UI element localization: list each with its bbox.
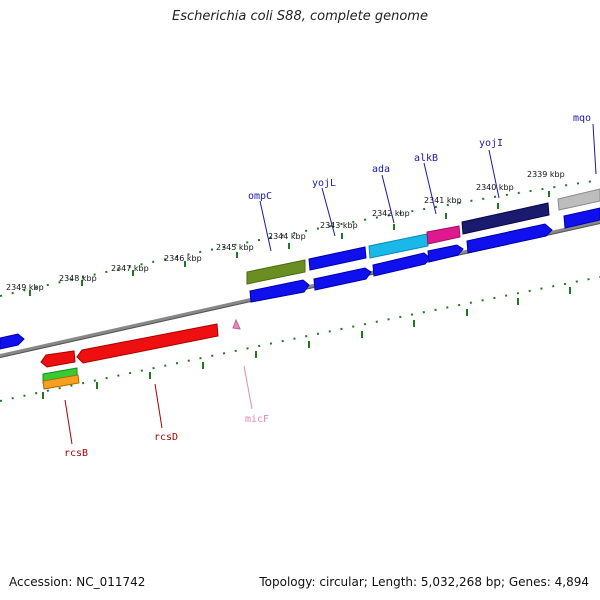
scale-label: 2339 kbp xyxy=(527,170,565,179)
scale-label: 2340 kbp xyxy=(476,183,514,192)
gene-micF[interactable] xyxy=(232,318,241,330)
scale-label: 2343 kbp xyxy=(320,221,358,230)
scale-label: 2344 kbp xyxy=(268,232,306,241)
scale-label: 2347 kbp xyxy=(111,264,149,273)
gene-arrow[interactable] xyxy=(427,244,464,263)
gene-ada[interactable] xyxy=(368,233,429,259)
gene-label-yojL: yojL xyxy=(312,178,336,189)
gene-label-rcsD: rcsD xyxy=(154,432,178,443)
gene-alkB[interactable] xyxy=(426,225,461,245)
label-leaders xyxy=(64,123,597,445)
gene-label-ompC: ompC xyxy=(248,191,272,202)
gene-yojI[interactable] xyxy=(461,202,550,235)
scale-label: 2341 kbp xyxy=(424,196,462,205)
inner-major-ticks xyxy=(42,287,571,399)
gene-arrow[interactable] xyxy=(313,267,372,291)
scale-label: 2349 kbp xyxy=(6,283,44,292)
topology-summary: Topology: circular; Length: 5,032,268 bp… xyxy=(259,575,589,589)
gene-arrow[interactable] xyxy=(0,333,25,350)
gene-arrow[interactable] xyxy=(563,207,600,229)
gene-label-ada: ada xyxy=(372,164,390,175)
gene-rcsB[interactable] xyxy=(40,350,76,368)
gene-arrow[interactable] xyxy=(372,252,431,277)
gene-feature-orange[interactable] xyxy=(42,374,80,390)
outer-major-ticks xyxy=(29,191,550,296)
inner-scale-track xyxy=(0,276,600,402)
gene-label-micF: micF xyxy=(245,414,269,425)
gene-rcsD[interactable] xyxy=(76,323,219,364)
accession-text: Accession: NC_011742 xyxy=(9,575,146,589)
gene-label-yojI: yojI xyxy=(479,138,503,149)
map-title: Escherichia coli S88, complete genome xyxy=(172,9,428,24)
gene-label-rcsB: rcsB xyxy=(64,448,88,459)
gene-mqo[interactable] xyxy=(557,188,600,211)
reverse-gene-track xyxy=(40,318,241,390)
scale-label: 2348 kbp xyxy=(59,274,97,283)
gene-label-alkB: alkB xyxy=(414,153,438,164)
forward-gene-track xyxy=(0,188,600,350)
gene-label-mqo: mqo xyxy=(573,113,591,124)
scale-label: 2346 kbp xyxy=(164,254,202,263)
gene-ompC[interactable] xyxy=(246,259,306,285)
gene-arrow[interactable] xyxy=(466,223,553,254)
scale-label: 2342 kbp xyxy=(372,209,410,218)
gene-arrow[interactable] xyxy=(249,279,310,303)
gene-yojL[interactable] xyxy=(308,246,367,271)
scale-label: 2345 kbp xyxy=(216,243,254,252)
